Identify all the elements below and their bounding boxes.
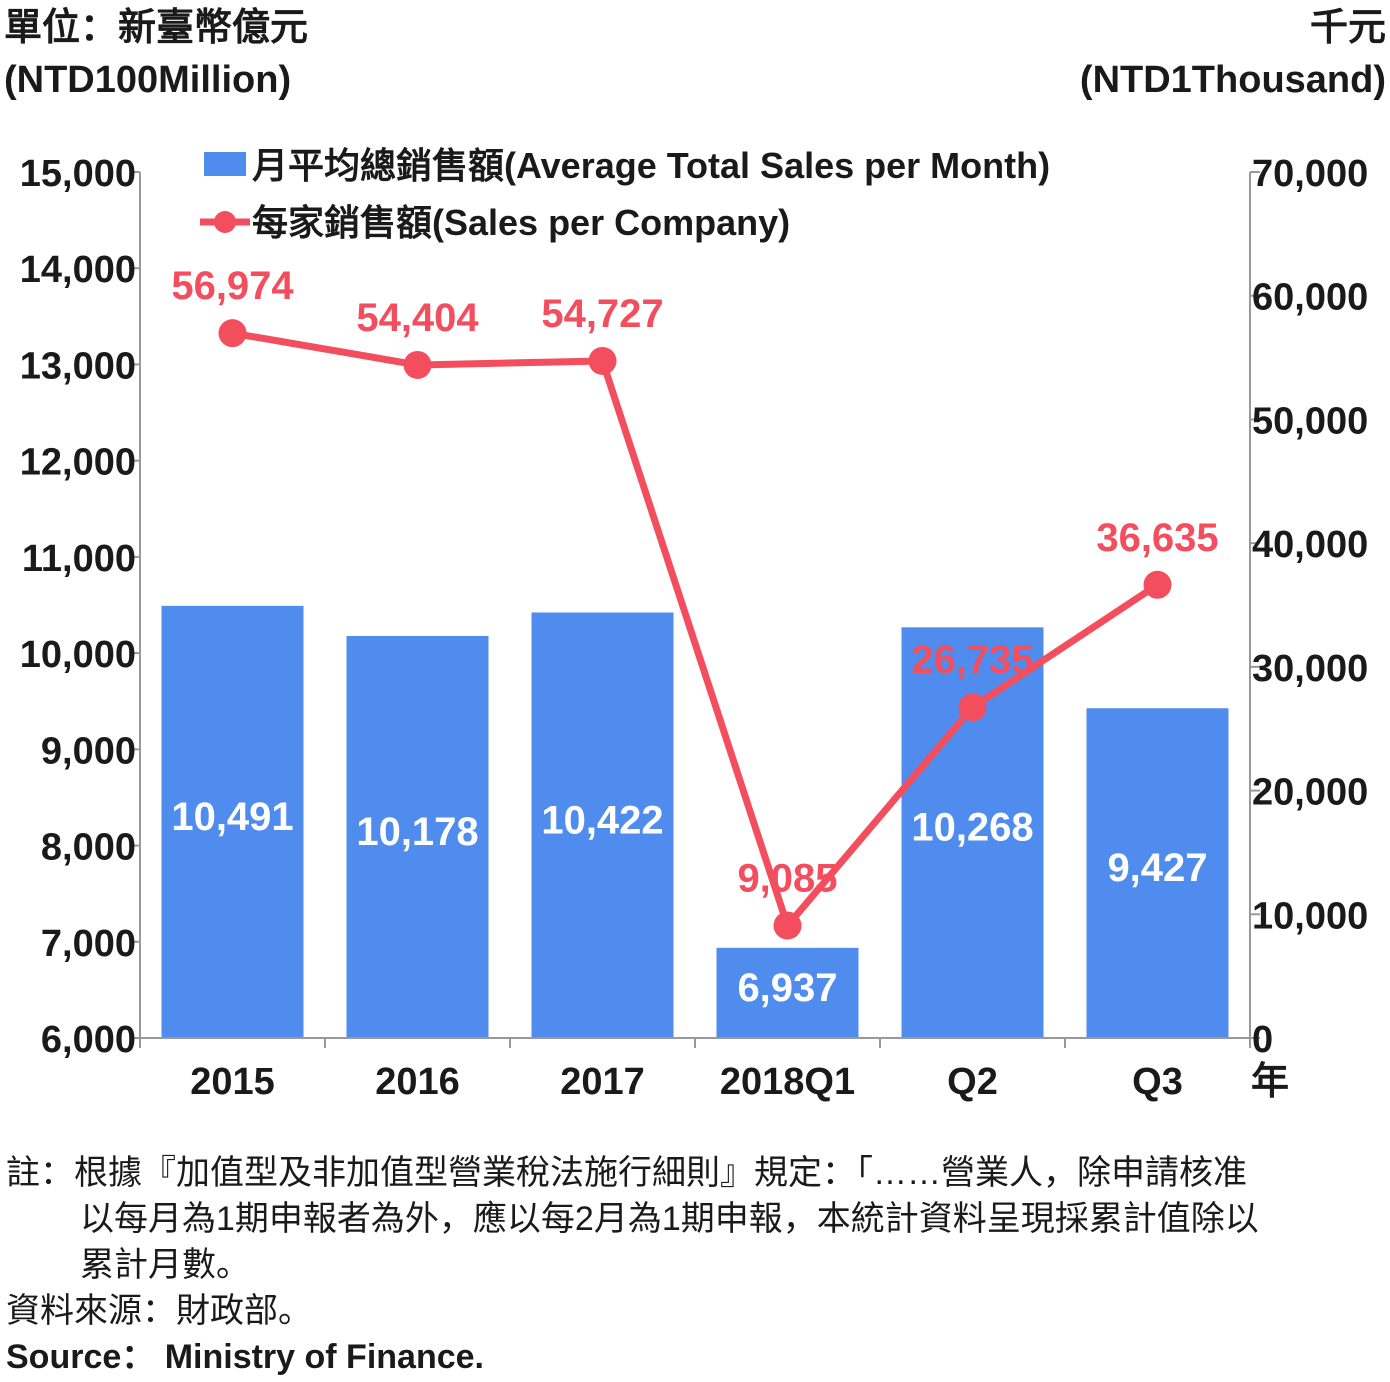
left-unit-en: (NTD100Million) [4,59,292,101]
bar-value-label: 9,427 [1107,846,1207,890]
bar-value-label: 10,491 [171,795,293,839]
line-point-Q3 [1143,570,1172,599]
left-tick-label: 10,000 [20,634,136,676]
bar-value-label: 6,937 [737,966,837,1010]
bars-layer [161,605,1229,1038]
left-tick-label: 7,000 [41,923,136,965]
left-tick-label: 8,000 [41,827,136,869]
right-tick-label: 10,000 [1252,895,1368,937]
left-tick-label: 6,000 [41,1019,136,1061]
source-cn: 資料來源：財政部。 [6,1292,312,1330]
right-tick-label: 70,000 [1252,153,1368,195]
x-tick-label: Q3 [1132,1061,1183,1103]
left-tick-label: 14,000 [20,249,136,291]
line-value-label: 56,974 [171,264,294,308]
line-point-2016 [403,350,432,379]
note-line-1: 註：根據『加值型及非加值型營業稅法施行細則』規定：「……營業人，除申請核准 [6,1154,1247,1192]
right-tick-label: 50,000 [1252,400,1368,442]
line-point-2018Q1 [773,911,802,940]
labels-layer: 10,491 10,178 10,422 6,937 10,268 9,427 56,974… [171,264,1218,1010]
legend: 月平均總銷售額(Average Total Sales per Month) 每… [200,145,1050,243]
legend-bar-swatch [204,152,246,176]
line-point-Q2 [958,693,987,722]
x-tick-label: 2016 [375,1061,460,1103]
combo-chart: 6,000 7,000 8,000 9,000 10,000 11,000 12,000 13… [20,145,1368,1103]
legend-bar-label: 月平均總銷售額(Average Total Sales per Month) [252,145,1050,186]
right-tick-label: 20,000 [1252,772,1368,814]
x-tick-label: 2018Q1 [720,1061,855,1103]
line-value-label: 54,727 [541,292,663,336]
axes-layer: 6,000 7,000 8,000 9,000 10,000 11,000 12,000 13… [20,153,1368,1103]
x-tick-label: Q2 [947,1061,998,1103]
left-tick-label: 12,000 [20,442,136,484]
line-value-label: 26,735 [911,638,1033,682]
right-tick-label: 40,000 [1252,524,1368,566]
legend-line-label: 每家銷售額(Sales per Company) [252,202,790,243]
bar-2017 [531,612,674,1038]
left-unit-cn: 單位：新臺幣億元 [4,7,309,49]
legend-line-marker [214,211,236,233]
bar-2016 [346,635,489,1038]
left-tick-label: 13,000 [20,345,136,387]
line-value-label: 36,635 [1096,516,1218,560]
x-axis-unit: 年 [1251,1061,1289,1103]
right-unit-en: (NTD1Thousand) [1079,59,1386,101]
bar-value-label: 10,178 [356,810,478,854]
note-line-3: 累計月數。 [80,1246,250,1284]
line-point-2017 [588,346,617,375]
right-tick-label: 0 [1252,1019,1273,1061]
bar-2015 [161,605,304,1038]
x-tick-label: 2017 [560,1061,645,1103]
left-axis-unit: 單位：新臺幣億元 (NTD100Million) [4,2,308,106]
left-tick-label: 11,000 [22,538,136,580]
line-value-label: 54,404 [356,296,479,340]
sales-per-company-line [231,329,1160,930]
line-value-label: 9,085 [737,857,837,901]
bar-Q3 [1086,708,1229,1038]
right-unit-cn: 千元 [1309,7,1386,49]
line-point-2015 [218,319,247,348]
bar-2018Q1 [716,947,859,1038]
bar-value-label: 10,268 [911,806,1033,850]
line-layer [218,319,1172,940]
notes: 註：根據『加值型及非加值型營業稅法施行細則』規定：「……營業人，除申請核准 以每… [6,1150,1390,1380]
right-axis-unit: 千元 (NTD1Thousand) [1080,2,1386,106]
left-tick-label: 9,000 [41,730,136,772]
right-tick-label: 60,000 [1252,277,1368,319]
source-en: Source： Ministry of Finance. [6,1338,484,1376]
note-line-2: 以每月為1期申報者為外，應以每2月為1期申報，本統計資料呈現採累計值除以 [80,1200,1259,1238]
bar-value-label: 10,422 [541,798,663,842]
right-tick-label: 30,000 [1252,648,1368,690]
left-tick-label: 15,000 [20,153,136,195]
x-tick-label: 2015 [190,1061,275,1103]
